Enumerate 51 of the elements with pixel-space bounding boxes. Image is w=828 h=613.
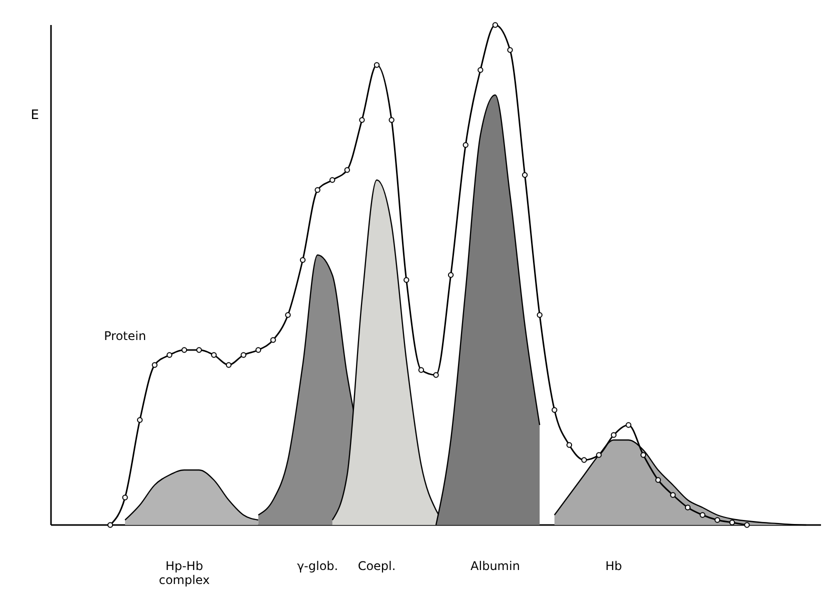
point: [240, 352, 246, 358]
text: Coepl.: [358, 559, 396, 573]
point: [330, 177, 336, 183]
point: [655, 477, 661, 483]
point: [388, 117, 394, 123]
point: [166, 352, 172, 358]
text: Hp-Hb complex: [158, 559, 210, 587]
text: Albumin: [470, 559, 520, 573]
point: [536, 312, 542, 318]
point: [137, 417, 143, 423]
point: [729, 520, 735, 526]
point: [433, 372, 439, 378]
point: [566, 442, 572, 448]
point: [626, 422, 632, 428]
point: [700, 512, 706, 518]
point: [211, 352, 217, 358]
point: [744, 522, 750, 528]
point: [314, 187, 320, 193]
point: [418, 367, 424, 373]
point: [270, 337, 276, 343]
point: [255, 347, 262, 353]
point: [107, 522, 114, 528]
point: [359, 117, 365, 123]
point: [448, 272, 454, 278]
y-axis-title: E: [30, 108, 39, 123]
point: [581, 457, 587, 463]
point: [196, 347, 202, 353]
point: [152, 362, 158, 368]
point: [462, 142, 468, 148]
point: [404, 277, 410, 283]
point: [492, 22, 498, 28]
point: [596, 452, 602, 458]
point: [670, 492, 676, 498]
point: [181, 347, 188, 353]
point: [300, 257, 306, 263]
point: [684, 504, 691, 510]
point: [640, 452, 646, 458]
point: [478, 67, 484, 73]
point: [507, 47, 513, 53]
point: [374, 62, 380, 68]
point: [714, 517, 720, 523]
point: [122, 494, 128, 500]
point: [522, 172, 528, 178]
point: [285, 312, 291, 318]
text: γ-glob.: [296, 559, 338, 573]
point: [344, 167, 350, 173]
series-label: Protein: [104, 329, 146, 343]
point: [552, 407, 558, 413]
point: [610, 432, 617, 438]
text: Hb: [605, 559, 622, 573]
point: [226, 362, 232, 368]
